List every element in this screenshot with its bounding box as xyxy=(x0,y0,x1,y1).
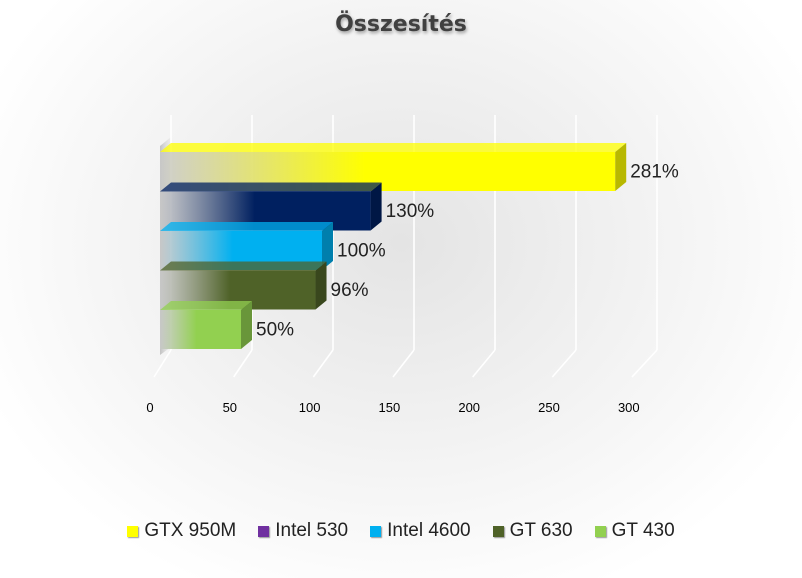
floor-gridline xyxy=(551,349,577,378)
data-label: 100% xyxy=(337,241,386,262)
legend-label: GT 630 xyxy=(509,520,573,541)
x-tick-label: 100 xyxy=(299,400,321,415)
x-tick-label: 50 xyxy=(223,400,237,415)
data-label: 281% xyxy=(630,162,679,183)
legend-label: GTX 950M xyxy=(144,520,237,541)
legend: GTX 950M Intel 530 Intel 4600 GT 630 GT 430 xyxy=(0,520,802,542)
x-tick-label: 200 xyxy=(458,400,480,415)
floor-gridline xyxy=(472,349,496,378)
legend-swatch xyxy=(492,525,504,537)
floor-gridline xyxy=(631,349,658,378)
floor-gridline xyxy=(312,349,334,378)
x-tick-label: 250 xyxy=(538,400,560,415)
legend-item: GT 630 xyxy=(492,520,573,542)
floor-gridline xyxy=(392,349,415,378)
data-label: 96% xyxy=(331,280,369,301)
legend-item: GTX 950M xyxy=(127,520,236,542)
legend-swatch xyxy=(258,525,270,537)
legend-item: GT 430 xyxy=(594,520,675,542)
data-label: 130% xyxy=(386,201,435,222)
legend-item: Intel 4600 xyxy=(370,520,471,542)
x-tick-label: 300 xyxy=(618,400,640,415)
x-tick-label: 0 xyxy=(146,400,153,415)
legend-swatch xyxy=(370,525,382,537)
legend-swatch xyxy=(594,525,606,537)
x-axis-ticks: 0 50 100 150 200 250 300 xyxy=(146,400,639,415)
legend-label: GT 430 xyxy=(611,520,675,541)
legend-item: Intel 530 xyxy=(258,520,348,542)
legend-swatch xyxy=(127,525,139,537)
bar-gt-430 xyxy=(160,301,252,349)
chart-title: Összesítés xyxy=(335,12,467,37)
floor-gridline xyxy=(153,349,172,378)
bars xyxy=(160,143,627,349)
legend-label: Intel 4600 xyxy=(387,520,471,541)
data-label: 50% xyxy=(256,320,294,341)
x-tick-label: 150 xyxy=(379,400,401,415)
data-labels: 281% 130%100% 96% 50% xyxy=(256,162,679,341)
legend-label: Intel 530 xyxy=(275,520,349,541)
floor-gridline xyxy=(233,349,253,378)
